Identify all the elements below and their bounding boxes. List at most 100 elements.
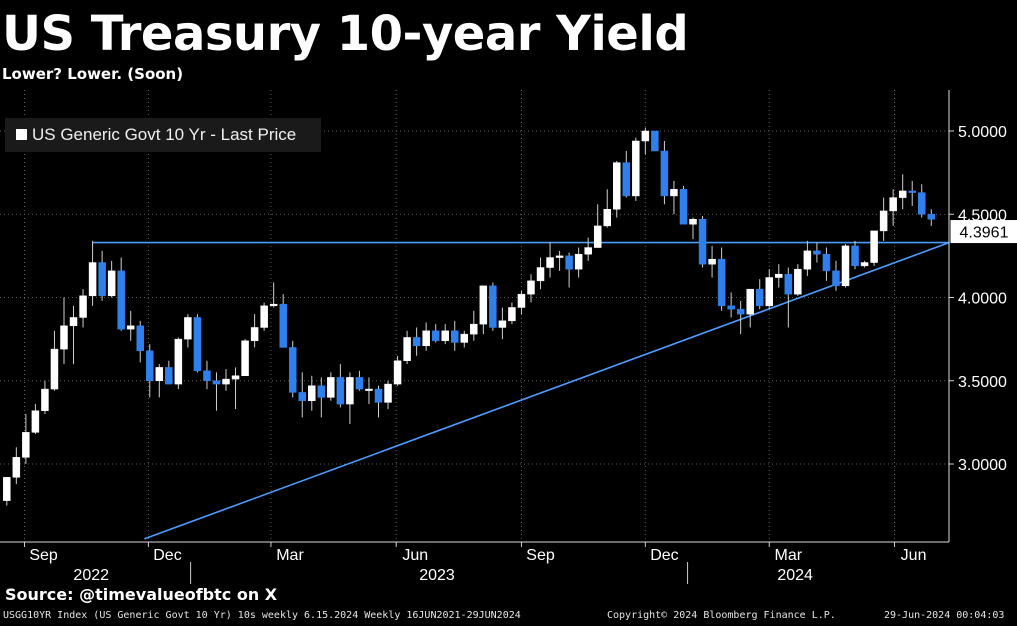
candle-body [60,325,68,350]
candle-body [517,293,526,308]
x-month-label: Dec [153,547,181,564]
chart-title: US Treasury 10-year Yield [2,6,689,62]
candle-body [889,197,897,212]
x-month-label: Sep [526,547,555,564]
candle-body [155,367,164,381]
candle-body [574,253,583,270]
candle-body [765,277,774,307]
candle-body [50,348,59,390]
candle-body [298,392,307,401]
y-tick-label: 3.5000 [958,374,1007,391]
candle-body [841,245,850,287]
footer-timestamp: 29-Jun-2024 00:04:03 [884,610,1005,621]
candle-body [870,230,878,263]
candle-body [908,190,916,193]
gridlines [0,90,949,542]
candle-body [565,255,573,270]
legend-swatch [16,129,27,140]
candle-body [470,323,478,335]
candle-body [241,340,249,377]
candle-body [698,218,707,265]
candle-body [346,377,354,405]
candle-body [584,247,592,255]
source-note: Source: @timevalueofbtc on X [5,585,278,604]
candle-body [412,337,421,347]
legend: US Generic Govt 10 Yr - Last Price [5,118,321,152]
candle-body [755,288,764,307]
candle-body [651,130,659,152]
last-price-box [950,220,1017,244]
candle-body [641,130,650,142]
candle-body [822,253,831,272]
candle-body [536,267,545,282]
candle-body [489,285,497,328]
candle-body [222,378,230,385]
chart-subtitle: Lower? Lower. (Soon) [2,65,184,83]
footer-copyright: Copyright© 2024 Bloomberg Finance L.P. [607,610,836,621]
annotation-lines [92,241,950,540]
candle-body [450,330,459,343]
candle-body [746,288,754,315]
candle-body [327,377,335,398]
candle-body [660,150,669,197]
candle-body [727,305,735,310]
candle-body [269,303,278,307]
candle-body [69,317,78,327]
candle-body [794,268,802,295]
x-year-label: 2023 [419,567,455,584]
candle-body [288,347,297,393]
candle-body [546,257,554,268]
candle-body [832,270,840,287]
candle-body [193,317,202,372]
candle-body [917,192,926,215]
candle-body [460,333,469,343]
legend-label: US Generic Govt 10 Yr - Last Price [32,125,297,144]
x-month-label: Mar [775,547,803,564]
candle-body [508,307,516,322]
candle-body [479,285,488,325]
last-price-label: 4.3961 [960,225,1009,242]
candle-body [632,140,640,197]
candle-body [184,317,192,340]
candle-body [603,209,611,227]
x-month-label: Jun [901,547,927,564]
candle-body [927,214,936,220]
candle-body [31,410,40,433]
candle-body [231,375,240,380]
x-month-label: Sep [29,547,58,564]
candle-body [422,330,430,347]
candle-body [165,367,173,385]
candle-body [441,330,449,342]
candle-body [88,262,97,297]
candle-body [717,258,726,307]
candle-body [22,432,30,458]
candle-body [527,280,535,295]
candle-body [679,189,688,225]
candle-body [622,162,631,197]
candle-body [365,388,373,391]
candle-body [708,258,716,265]
candle-body [813,250,821,255]
y-tick-label: 4.0000 [958,291,1007,308]
candle-body [79,295,87,318]
candle-body [117,270,125,330]
candle-body [851,245,859,267]
candle-body [670,189,678,197]
candle-body [317,385,326,398]
x-year-label: 2024 [777,567,813,584]
candle-body [12,457,21,478]
candle-body [898,190,907,198]
candle-body [355,377,364,390]
footer-index-info: USGG10YR Index (US Generic Govt 10 Yr) 1… [3,610,521,621]
candle-body [860,262,869,267]
candle-body [174,338,183,385]
candles [3,127,936,506]
candle-body [279,303,287,348]
candle-body [212,380,221,385]
candle-body [431,330,440,342]
y-tick-label: 3.0000 [958,457,1007,474]
candle-body [308,385,316,401]
candle-body [98,262,106,297]
candle-body [107,270,116,297]
